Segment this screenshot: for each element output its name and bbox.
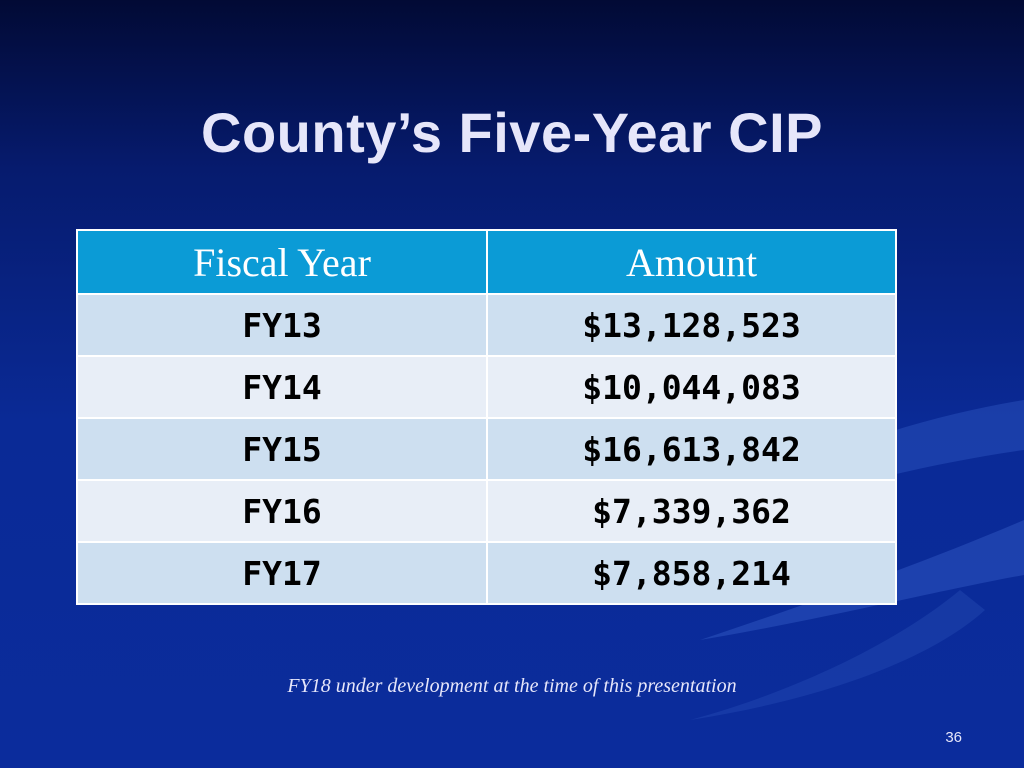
table-row: FY17 $7,858,214 (76, 541, 897, 605)
fiscal-year-cell: FY14 (76, 355, 488, 419)
page-number: 36 (945, 729, 962, 746)
table-row: FY13 $13,128,523 (76, 293, 897, 357)
amount-cell: $10,044,083 (486, 355, 897, 419)
table-header-row: Fiscal Year Amount (76, 229, 897, 295)
amount-cell: $7,858,214 (486, 541, 897, 605)
slide-title: County’s Five-Year CIP (201, 100, 823, 164)
fiscal-year-cell: FY13 (76, 293, 488, 357)
header-fiscal-year: Fiscal Year (76, 229, 488, 295)
fiscal-year-cell: FY15 (76, 417, 488, 481)
table-row: FY15 $16,613,842 (76, 417, 897, 481)
amount-cell: $7,339,362 (486, 479, 897, 543)
amount-cell: $13,128,523 (486, 293, 897, 357)
fiscal-year-cell: FY16 (76, 479, 488, 543)
table-row: FY14 $10,044,083 (76, 355, 897, 419)
header-amount: Amount (486, 229, 897, 295)
table-row: FY16 $7,339,362 (76, 479, 897, 543)
amount-cell: $16,613,842 (486, 417, 897, 481)
footnote: FY18 under development at the time of th… (287, 675, 737, 697)
fiscal-year-cell: FY17 (76, 541, 488, 605)
cip-table: Fiscal Year Amount FY13 $13,128,523 FY14… (76, 229, 897, 605)
